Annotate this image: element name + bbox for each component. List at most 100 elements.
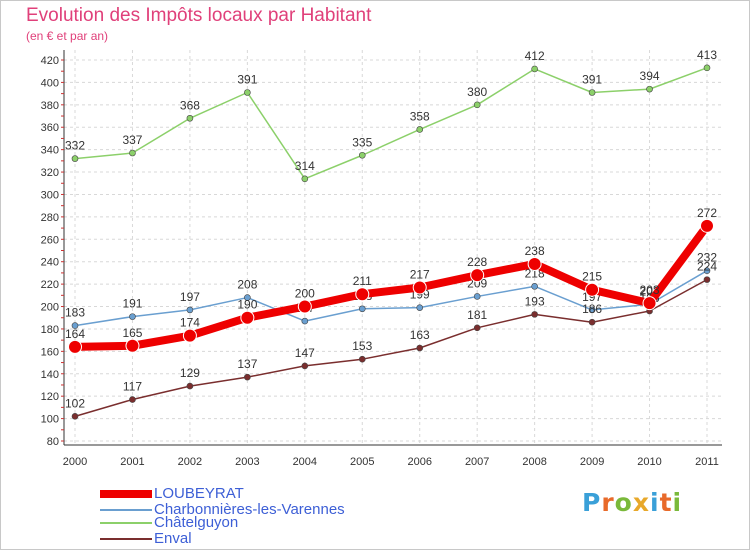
data-label-enval: 147 — [295, 346, 315, 360]
data-label-loubeyrat: 238 — [525, 244, 545, 258]
data-label-charbonni-res-les-varennes: 232 — [697, 251, 717, 265]
data-label-ch-telguyon: 335 — [352, 135, 372, 149]
legend-label-chatelguyon: Châtelguyon — [154, 514, 239, 531]
data-label-ch-telguyon: 413 — [697, 48, 717, 62]
data-point-enval — [301, 362, 309, 370]
data-label-enval: 224 — [697, 260, 717, 274]
series-line-loubeyrat — [71, 221, 711, 351]
x-tick-label: 2010 — [637, 456, 661, 468]
y-tick-label: 120 — [41, 391, 59, 403]
logo-letter: x — [632, 488, 650, 517]
y-tick-label: 180 — [41, 324, 59, 336]
data-label-loubeyrat: 228 — [467, 255, 487, 269]
data-label-enval: 181 — [467, 308, 487, 322]
data-point-ch-telguyon — [358, 151, 366, 159]
data-point-charbonni-res-les-varennes — [186, 306, 194, 314]
data-label-ch-telguyon: 412 — [525, 49, 545, 63]
data-label-charbonni-res-les-varennes: 183 — [65, 306, 85, 320]
logo-letter: i — [672, 488, 683, 517]
y-tick-label: 240 — [41, 257, 59, 269]
y-tick-label: 140 — [41, 369, 59, 381]
data-point-loubeyrat — [125, 338, 140, 353]
chart-title: Evolution des Impôts locaux par Habitant — [26, 5, 372, 26]
data-label-ch-telguyon: 314 — [295, 159, 315, 173]
legend-swatch-chatelguyon — [100, 522, 152, 524]
data-label-loubeyrat: 174 — [180, 316, 200, 330]
data-point-charbonni-res-les-varennes — [416, 304, 424, 311]
data-point-ch-telguyon — [129, 149, 136, 157]
logo-letter: o — [614, 488, 633, 517]
data-point-loubeyrat — [585, 282, 600, 297]
data-point-enval — [588, 318, 596, 326]
data-point-ch-telguyon — [71, 155, 79, 162]
data-label-ch-telguyon: 358 — [410, 109, 430, 123]
legend-swatch-charbonnieres — [100, 509, 152, 511]
logo-letter: P — [582, 488, 602, 517]
data-label-ch-telguyon: 394 — [640, 69, 660, 83]
data-point-ch-telguyon — [646, 85, 653, 93]
data-point-enval — [244, 373, 251, 381]
legend-label-enval: Enval — [154, 530, 192, 547]
data-point-ch-telguyon — [301, 175, 309, 183]
data-point-charbonni-res-les-varennes — [358, 305, 366, 313]
x-tick-label: 2003 — [235, 456, 259, 468]
y-tick-label: 400 — [41, 77, 59, 89]
data-point-charbonni-res-les-varennes — [301, 317, 309, 325]
y-tick-label: 420 — [41, 55, 59, 67]
y-tick-label: 340 — [41, 145, 59, 157]
data-point-loubeyrat — [470, 268, 485, 283]
data-point-charbonni-res-les-varennes — [473, 293, 481, 300]
proxiti-logo: Proxiti — [582, 488, 682, 517]
data-point-loubeyrat — [642, 296, 657, 311]
data-label-loubeyrat: 200 — [295, 287, 315, 301]
y-tick-label: 300 — [41, 189, 59, 201]
data-point-ch-telguyon — [531, 65, 538, 73]
data-point-enval — [473, 324, 481, 332]
x-tick-label: 2002 — [178, 456, 202, 468]
x-tick-label: 2001 — [120, 456, 144, 468]
data-point-enval — [703, 276, 711, 283]
data-label-enval: 137 — [237, 357, 257, 371]
data-label-loubeyrat: 272 — [697, 206, 717, 220]
data-label-enval: 129 — [180, 366, 200, 380]
data-point-loubeyrat — [68, 339, 82, 354]
series-line-enval — [74, 278, 708, 418]
x-tick-label: 2008 — [522, 456, 546, 468]
y-tick-label: 380 — [41, 100, 59, 112]
y-tick-label: 320 — [41, 167, 59, 179]
data-label-loubeyrat: 203 — [640, 283, 660, 297]
data-point-loubeyrat — [527, 256, 542, 271]
data-label-enval: 163 — [410, 328, 430, 342]
x-tick-label: 2005 — [350, 456, 374, 468]
chart-subtitle: (en € et par an) — [26, 29, 109, 43]
data-label-ch-telguyon: 332 — [65, 139, 85, 153]
data-label-ch-telguyon: 391 — [582, 72, 602, 86]
data-point-loubeyrat — [240, 310, 255, 325]
data-label-ch-telguyon: 337 — [122, 133, 142, 147]
data-label-ch-telguyon: 391 — [237, 72, 257, 86]
legend-label-charbonnieres: Charbonnières-les-Varennes — [154, 501, 345, 518]
data-label-charbonni-res-les-varennes: 208 — [237, 278, 257, 292]
data-label-enval: 153 — [352, 339, 372, 353]
x-tick-label: 2009 — [580, 456, 604, 468]
x-tick-label: 2006 — [407, 456, 431, 468]
legend-swatch-loubeyrat — [100, 490, 152, 498]
x-tick-label: 2004 — [293, 456, 317, 468]
x-tick-label: 2000 — [63, 456, 87, 468]
data-point-ch-telguyon — [416, 126, 424, 133]
data-point-loubeyrat — [182, 328, 197, 343]
plot-area — [64, 50, 722, 445]
y-tick-label: 160 — [41, 346, 59, 358]
y-tick-label: 280 — [41, 212, 59, 224]
y-tick-label: 80 — [47, 436, 59, 448]
data-label-loubeyrat: 217 — [410, 267, 430, 281]
data-label-loubeyrat: 211 — [353, 274, 372, 288]
data-point-loubeyrat — [700, 218, 714, 233]
data-label-enval: 186 — [582, 302, 602, 316]
data-point-charbonni-res-les-varennes — [71, 322, 79, 329]
data-label-ch-telguyon: 380 — [467, 85, 487, 99]
logo-letter: i — [650, 488, 660, 517]
data-point-enval — [71, 413, 79, 420]
y-tick-label: 220 — [41, 279, 59, 291]
